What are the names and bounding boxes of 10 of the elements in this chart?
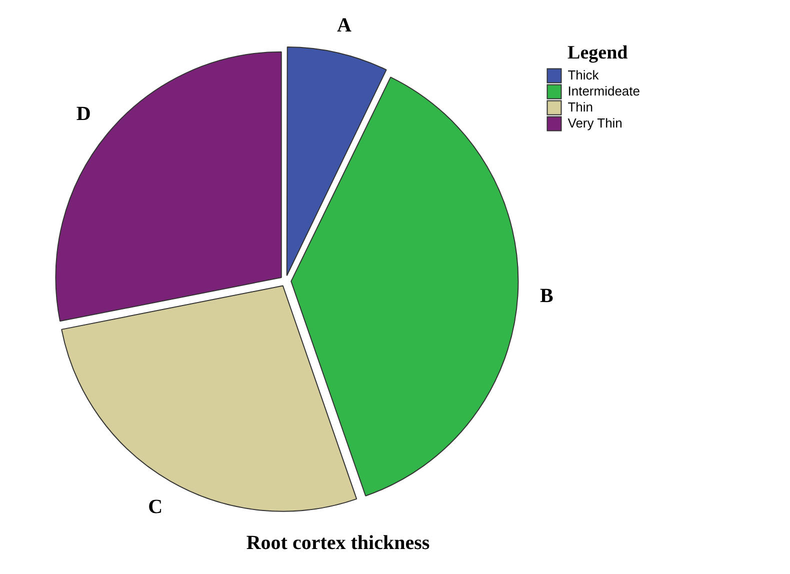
legend-label: Thick [568, 67, 600, 82]
data-label: C [148, 496, 163, 518]
legend-label: Very Thin [568, 115, 622, 130]
text: Root cortex thickness [246, 532, 430, 554]
legend-label: Intermideate [568, 83, 640, 98]
data-label: A [337, 14, 352, 36]
legend-title: Legend [568, 42, 628, 64]
legend-label: Thin [568, 99, 594, 114]
data-label: B [540, 284, 554, 307]
data-label: D [76, 103, 91, 126]
